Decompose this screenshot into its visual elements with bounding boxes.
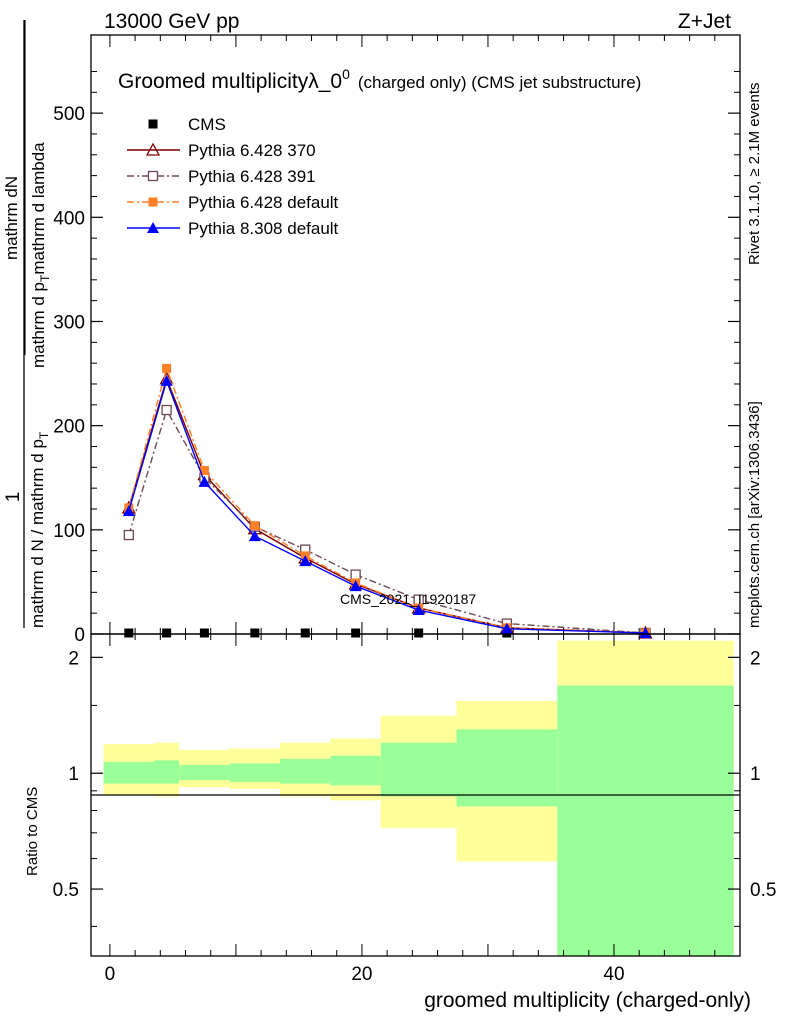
rivet-version-label: Rivet 3.1.10, ≥ 2.1M events [746, 83, 763, 266]
x-axis-label: groomed multiplicity (charged-only) [424, 989, 751, 1012]
main-y-tick-label: 400 [53, 208, 85, 229]
data-point [639, 626, 652, 638]
legend-label: CMS [188, 115, 226, 134]
series-line [128, 366, 646, 634]
ratio-band-green [280, 758, 331, 784]
header-collision-label: 13000 GeV pp [104, 10, 239, 33]
ratio-band-green [380, 742, 457, 797]
legend-marker [147, 170, 159, 182]
ratio-plot: 0 20 40 0.5 0.5 1 1 2 2 Ratio to CMS groomed mul… [24, 633, 776, 1012]
main-y-tick-label: 0 [74, 625, 85, 646]
plot-title-sup: 0 [342, 66, 350, 82]
ratio-axis-ticks: 0 20 40 0.5 0.5 1 1 2 2 [53, 634, 776, 985]
data-point [199, 628, 209, 638]
legend-label: Pythia 6.428 default [188, 193, 339, 212]
ratio-band-green [229, 763, 281, 782]
data-point [248, 530, 261, 542]
ratio-band-green [557, 685, 734, 956]
data-point [161, 404, 172, 416]
watermark: CMS_2021_I1920187 [340, 591, 476, 607]
legend-label: Pythia 6.428 391 [188, 167, 316, 186]
x-tick-label: 0 [105, 964, 116, 985]
data-point [351, 628, 361, 638]
ratio-y-tick-label-right: 0.5 [750, 880, 776, 901]
ratio-band-green [154, 760, 180, 784]
mcplots-source-label: mcplots.cern.ch [arXiv:1306.3436] [746, 401, 763, 628]
ylabel-prefactor-num: 1 [3, 492, 24, 503]
ylabel-num: mathrm dN [2, 176, 21, 260]
data-point [349, 580, 362, 592]
data-point [500, 622, 513, 634]
x-tick-label: 20 [351, 964, 372, 985]
main-y-tick-label: 200 [53, 417, 85, 438]
data-point [162, 363, 172, 373]
data-point [160, 374, 173, 386]
x-tick-label: 40 [603, 964, 624, 985]
series-4 [122, 374, 652, 638]
ratio-y-tick-label: 0.5 [53, 880, 79, 901]
ratio-y-tick-label-right: 1 [750, 764, 761, 785]
data-point [250, 628, 260, 638]
data-point [162, 628, 172, 638]
data-point [124, 628, 134, 638]
ratio-band-green [456, 729, 558, 807]
ylabel-prefactor-den: mathrm d N / mathrm d pT [28, 431, 51, 628]
data-point [122, 505, 135, 517]
data-point [198, 475, 211, 487]
data-point [199, 465, 209, 475]
ratio-y-tick-label-right: 2 [750, 648, 761, 669]
legend-label: Pythia 6.428 370 [188, 141, 316, 160]
plot-title: Groomed multiplicityλ_00 (charged only) (… [118, 66, 641, 93]
main-y-axis-label: 1 mathrm d N / mathrm d pT mathrm dN mat… [2, 20, 52, 628]
main-axis-ticks: 0 100 200 300 400 500 [53, 35, 740, 646]
legend-marker [145, 142, 161, 156]
ratio-band-green [179, 765, 230, 781]
header-process-label: Z+Jet [678, 10, 731, 33]
legend: CMS Pythia 6.428 370 Pythia 6.428 391 Pythi… [127, 115, 339, 238]
data-point [250, 521, 260, 531]
main-y-tick-label: 300 [53, 312, 85, 333]
data-point [412, 604, 425, 616]
main-plot: 0 100 200 300 400 500 Groomed multiplicityλ_0… [2, 20, 741, 646]
legend-marker [148, 197, 158, 207]
data-point [123, 529, 134, 541]
ratio-band-green [103, 761, 155, 784]
main-y-tick-label: 100 [53, 521, 85, 542]
data-point [414, 628, 424, 638]
legend-label: Pythia 8.308 default [188, 219, 339, 238]
legend-marker [147, 222, 159, 233]
data-point [300, 628, 310, 638]
ratio-band-green [330, 755, 381, 786]
ylabel-den: mathrm d pTmathrm d lambda [29, 142, 52, 368]
plot-title-paren: (charged only) (CMS jet substructure) [358, 73, 641, 92]
ratio-y-tick-label: 1 [68, 764, 79, 785]
legend-marker [148, 119, 158, 129]
main-y-tick-label: 500 [53, 104, 85, 125]
ratio-y-tick-label: 2 [68, 648, 79, 669]
data-point [299, 555, 312, 567]
data-point [350, 569, 361, 580]
main-series-layer [121, 363, 653, 639]
ratio-plot-frame [90, 633, 741, 957]
ratio-bands-layer [103, 640, 734, 956]
ratio-y-axis-label: Ratio to CMS [24, 787, 41, 876]
